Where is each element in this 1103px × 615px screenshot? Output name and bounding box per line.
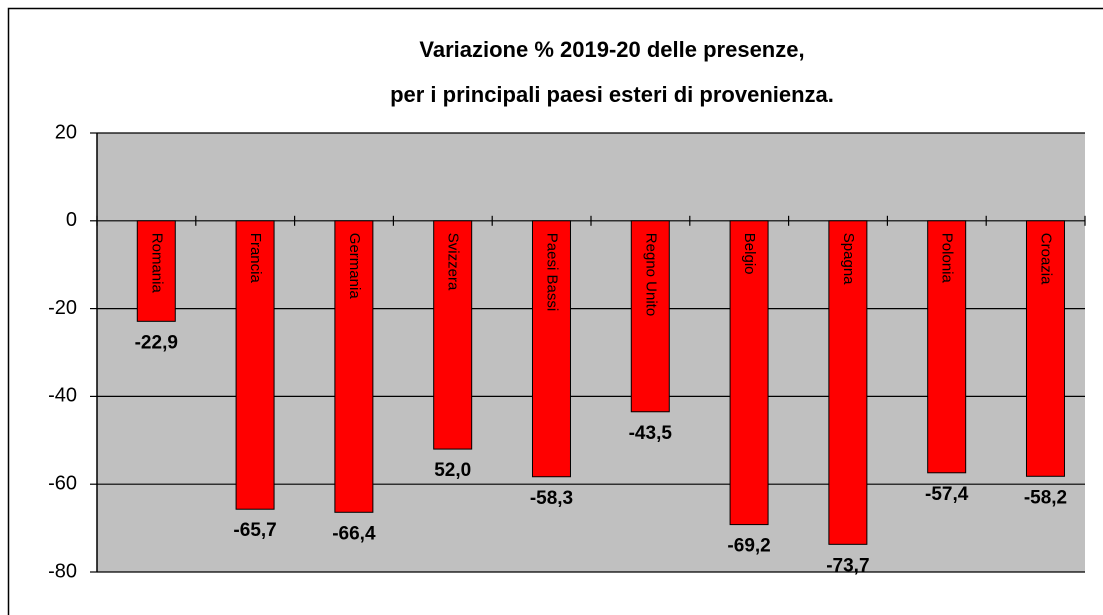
- category-label: Svizzera: [445, 233, 462, 291]
- category-label: Paesi Bassi: [544, 233, 561, 311]
- bar: [334, 220, 374, 513]
- chart-title: per i principali paesi esteri di proveni…: [390, 82, 834, 107]
- data-label: -22,9: [135, 332, 178, 353]
- y-tick-label: 0: [66, 209, 77, 231]
- bar: [1025, 220, 1065, 477]
- y-tick-label: -80: [48, 560, 77, 582]
- category-label: Romania: [148, 233, 165, 294]
- bar: [235, 220, 275, 510]
- bar: [531, 220, 571, 478]
- bar: [630, 220, 670, 413]
- bar: [729, 220, 769, 526]
- y-tick-label: 20: [55, 121, 77, 143]
- bar: [136, 220, 176, 322]
- category-label: Francia: [247, 233, 264, 284]
- category-label: Polonia: [939, 233, 956, 284]
- y-tick-label: -40: [48, 385, 77, 407]
- category-label: Regno Unito: [642, 233, 659, 316]
- bar: [828, 220, 868, 545]
- category-label: Germania: [346, 233, 363, 300]
- y-tick-label: -60: [48, 472, 77, 494]
- category-label: Croazia: [1038, 233, 1055, 285]
- data-label: -66,4: [332, 523, 376, 544]
- chart-title: Variazione % 2019-20 delle presenze,: [419, 37, 804, 62]
- category-label: Belgio: [741, 233, 758, 275]
- data-label: -69,2: [727, 536, 770, 557]
- data-label: -58,2: [1024, 487, 1067, 508]
- data-label: 52,0: [434, 460, 471, 481]
- data-label: -58,3: [530, 488, 573, 509]
- bar: [927, 220, 967, 474]
- y-tick-label: -20: [48, 297, 77, 319]
- data-label: -57,4: [925, 484, 969, 505]
- bar: [433, 220, 473, 450]
- data-label: -43,5: [629, 423, 673, 444]
- data-label: -73,7: [826, 555, 869, 576]
- category-label: Spagna: [840, 233, 857, 285]
- data-label: -65,7: [233, 520, 276, 541]
